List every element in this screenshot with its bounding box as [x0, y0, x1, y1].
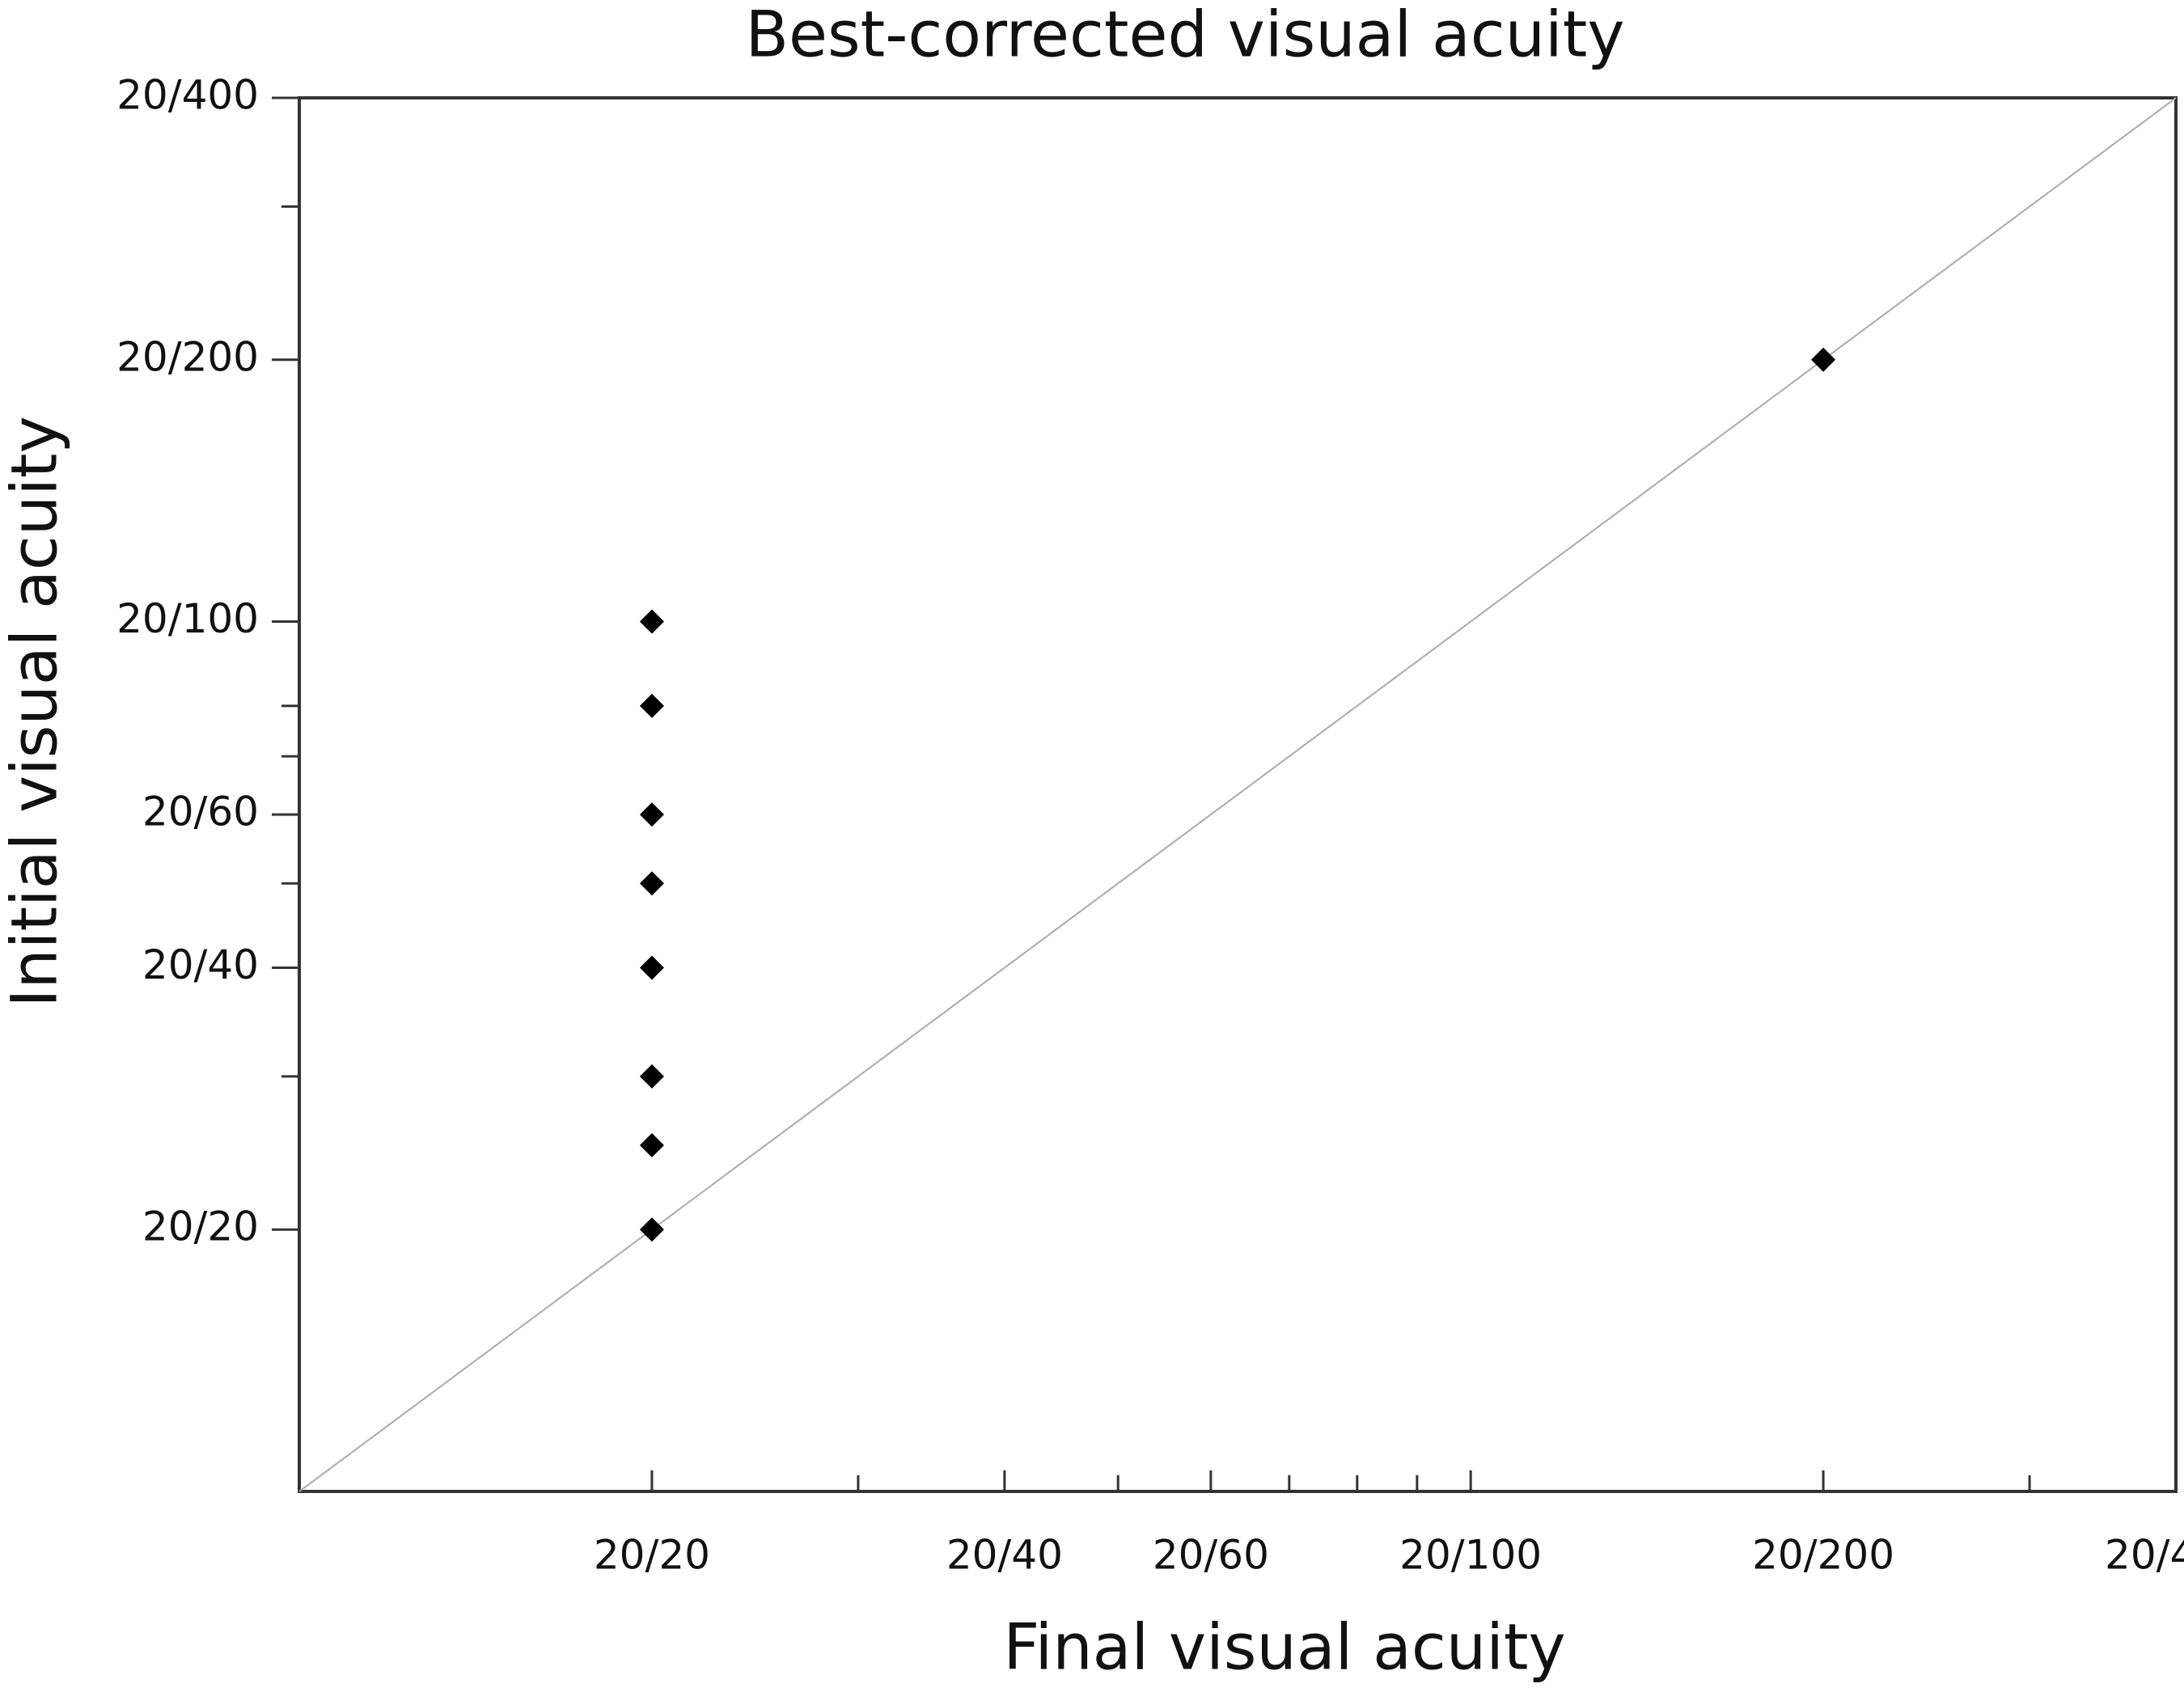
chart-title: Best-corrected visual acuity [746, 0, 1625, 71]
identity-line [298, 97, 2177, 1492]
x-axis-label: Final visual acuity [1003, 1611, 1565, 1684]
x-tick-label: 20/20 [594, 1532, 710, 1579]
point [639, 609, 664, 634]
y-tick-label: 20/100 [116, 595, 259, 642]
point [639, 693, 664, 718]
x-tick-label: 20/200 [1752, 1532, 1894, 1579]
point [639, 1064, 664, 1089]
x-tick-label: 20/40 [946, 1532, 1063, 1579]
y-axis-label: Initial visual acuity [0, 416, 71, 1007]
y-tick-label: 20/20 [142, 1203, 259, 1250]
y-tick-label: 20/40 [142, 941, 259, 988]
point [639, 1217, 664, 1242]
x-tick-label: 20/60 [1153, 1532, 1269, 1579]
y-tick-label: 20/200 [116, 333, 259, 380]
y-tick-label: 20/60 [142, 789, 259, 835]
point [639, 1133, 664, 1158]
y-tick-label: 20/400 [116, 72, 259, 119]
point [1811, 347, 1836, 372]
point [639, 955, 664, 980]
x-tick-label: 20/100 [1399, 1532, 1542, 1579]
x-tick-label: 20/400 [2105, 1532, 2184, 1579]
point [639, 871, 664, 896]
point [639, 802, 664, 827]
plot-frame [298, 96, 2178, 1493]
